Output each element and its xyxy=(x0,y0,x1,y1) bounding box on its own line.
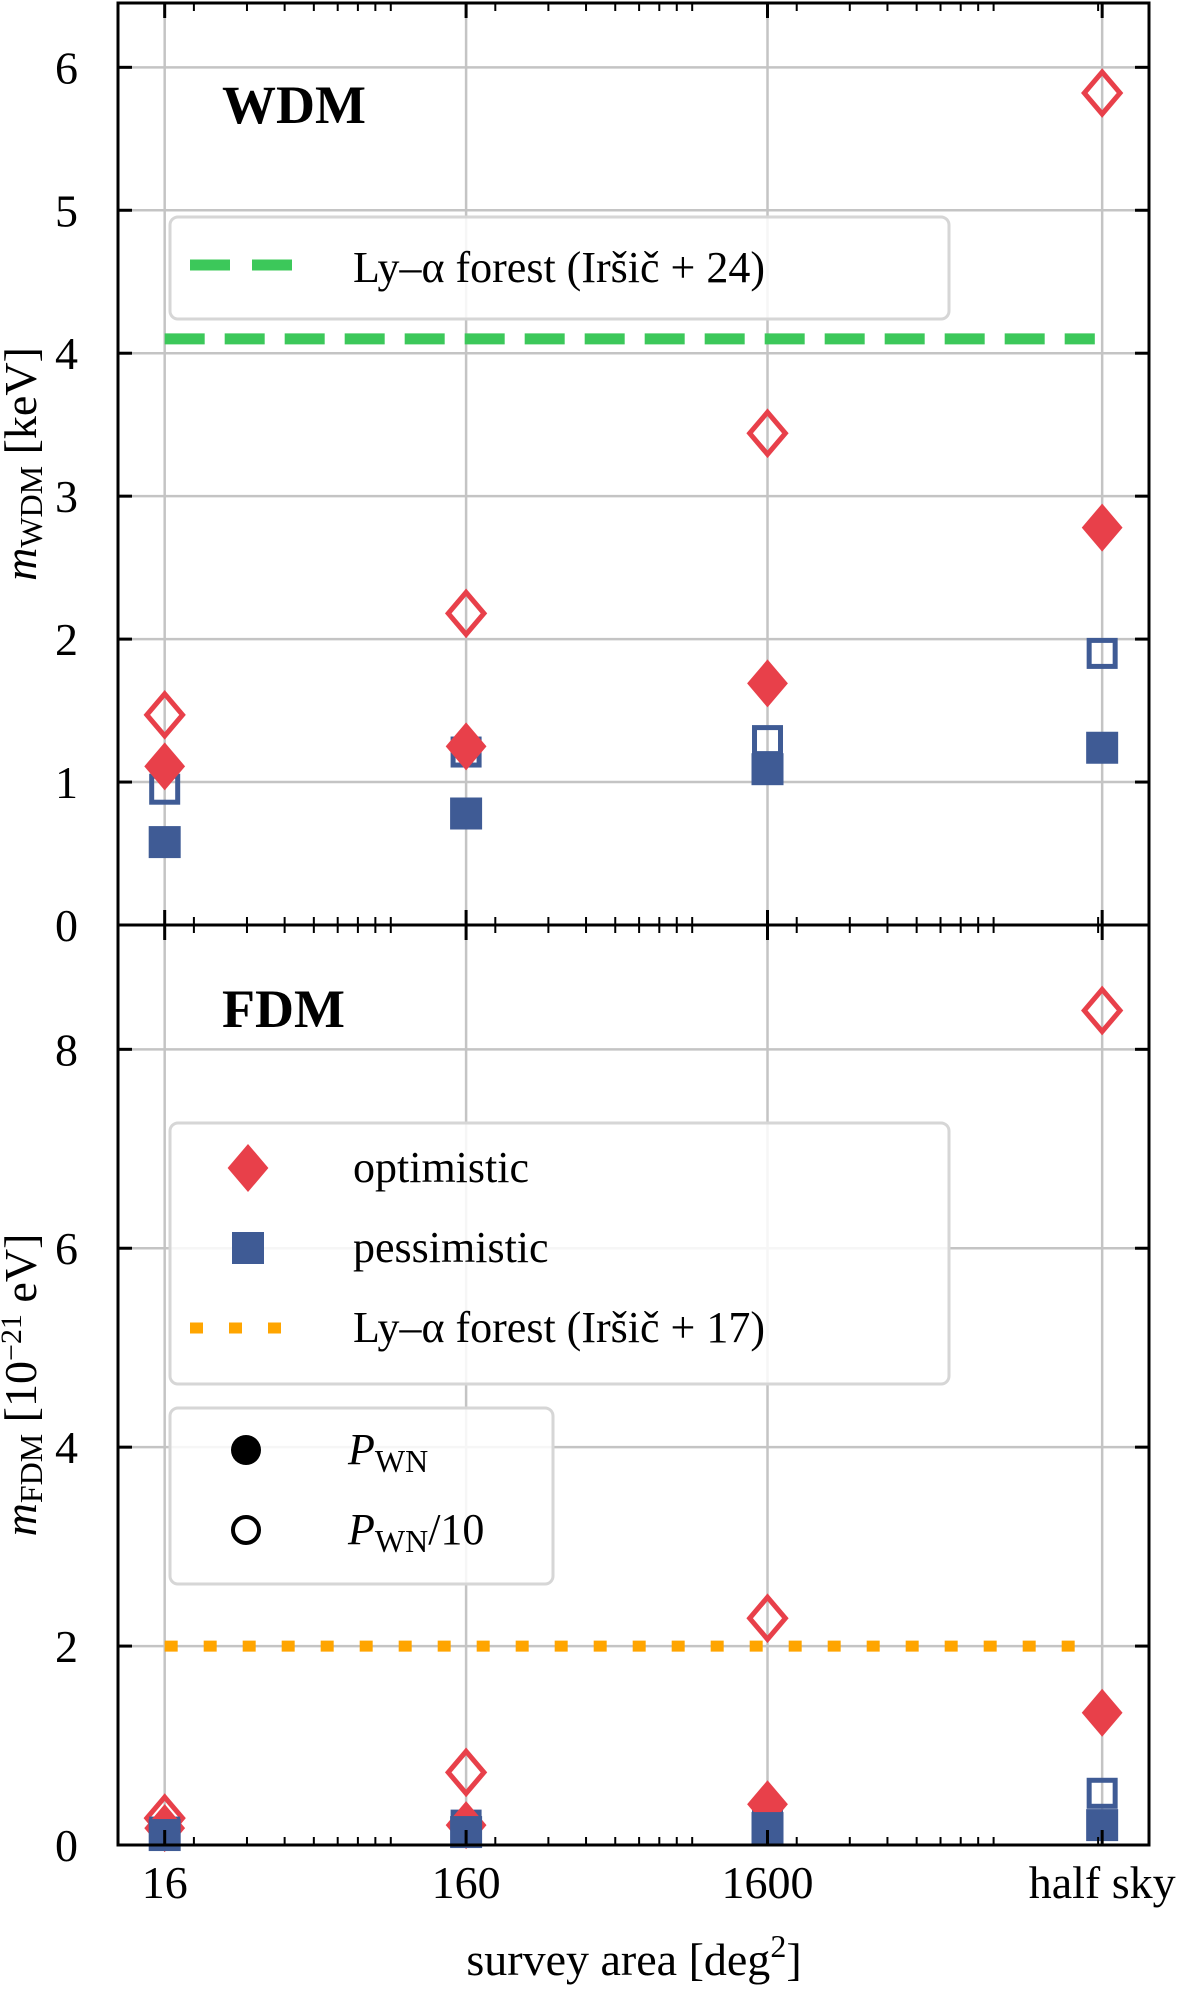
legend-label: PWN xyxy=(347,1425,428,1479)
marker-optimistic-open xyxy=(444,1747,488,1798)
panel-title: WDM xyxy=(222,75,366,135)
marker-pessimistic-filled xyxy=(148,826,181,859)
label-part: survey area [deg xyxy=(466,1934,770,1985)
panel-title: FDM xyxy=(222,979,345,1039)
label-part: [keV] xyxy=(0,347,46,466)
label-part: m xyxy=(0,548,46,581)
legend-box xyxy=(168,1406,555,1586)
x-tick-label: 16 xyxy=(142,1857,188,1908)
marker-optimistic-open xyxy=(444,588,488,639)
legend: optimistic pessimistic Ly–α forest (Iršič … xyxy=(168,1121,951,1386)
label-part: 2 xyxy=(770,1928,786,1964)
y-tick-label: 8 xyxy=(55,1024,78,1075)
y-tick-label: 2 xyxy=(55,614,78,665)
axes-frame xyxy=(116,923,1151,1847)
y-tick-label: 4 xyxy=(55,1422,78,1473)
marker-optimistic-filled xyxy=(1081,1688,1123,1737)
y-tick-label: 0 xyxy=(55,1820,78,1871)
y-axis-label: mWDM [keV] xyxy=(0,347,49,581)
y-tick-label: 4 xyxy=(55,328,78,379)
y-tick-label: 5 xyxy=(55,185,78,236)
legend-box xyxy=(168,1121,951,1386)
y-tick-label: 2 xyxy=(55,1621,78,1672)
label-part: P xyxy=(347,1505,375,1554)
open-circle-icon xyxy=(231,1515,261,1545)
x-axis-label: survey area [deg2] xyxy=(466,1928,801,1985)
marker-optimistic-filled xyxy=(747,659,788,708)
legend: Ly–α forest (Iršič + 24) xyxy=(168,215,951,321)
label-part: FDM xyxy=(13,1434,49,1503)
legend-label: PWN/10 xyxy=(347,1505,484,1559)
label-part: −21 xyxy=(0,1314,28,1361)
legend-label: pessimistic xyxy=(353,1223,549,1272)
marker-optimistic-filled xyxy=(445,722,487,771)
y-tick-label: 0 xyxy=(55,900,78,951)
marker-pessimistic-filled xyxy=(751,753,784,786)
x-tick-label: 1600 xyxy=(722,1857,814,1908)
label-part: m xyxy=(0,1503,46,1536)
label-part: WN xyxy=(375,1523,428,1559)
marker-optimistic-open xyxy=(1081,985,1124,1036)
y-tick-label: 6 xyxy=(55,1223,78,1274)
label-part: P xyxy=(347,1425,375,1474)
marker-pessimistic-open xyxy=(1086,1777,1118,1809)
marker-pessimistic-filled xyxy=(1086,731,1119,764)
y-tick-label: 6 xyxy=(55,42,78,93)
legend-box xyxy=(168,215,951,321)
legend-label: Ly–α forest (Iršič + 17) xyxy=(353,1303,765,1352)
marker-optimistic-filled xyxy=(144,742,186,791)
x-tick-label: half sky xyxy=(1029,1857,1176,1908)
filled-circle-icon xyxy=(231,1435,261,1465)
label-part: /10 xyxy=(428,1505,484,1554)
x-tick-label: 160 xyxy=(432,1857,501,1908)
marker-optimistic-open xyxy=(1081,68,1124,118)
label-part: ] xyxy=(786,1934,801,1985)
label-part: WDM xyxy=(13,466,49,548)
label-part: [10 xyxy=(0,1361,46,1434)
y-tick-label: 3 xyxy=(55,471,78,522)
legend-square-icon xyxy=(232,1232,264,1264)
marker-optimistic-open xyxy=(746,408,789,459)
label-part: WN xyxy=(375,1443,428,1479)
marker-optimistic-filled xyxy=(1081,503,1123,552)
marker-optimistic-open xyxy=(143,690,186,740)
marker-pessimistic-filled xyxy=(450,797,483,830)
legend-diamond-icon xyxy=(227,1144,269,1192)
marker-optimistic-open xyxy=(746,1593,789,1644)
y-tick-label: 1 xyxy=(55,757,78,808)
marker-pessimistic-open xyxy=(1086,637,1118,669)
legend-label: Ly–α forest (Iršič + 24) xyxy=(353,243,765,292)
axes-frame xyxy=(116,1,1151,927)
label-part: eV] xyxy=(0,1234,46,1314)
legend-label: optimistic xyxy=(353,1143,529,1192)
y-axis-label: mFDM [10−21 eV] xyxy=(0,1234,49,1537)
